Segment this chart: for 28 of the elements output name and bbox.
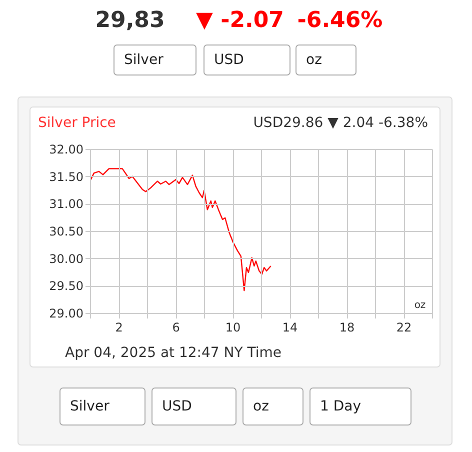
text: oz (253, 398, 269, 414)
x-tick-label: 6 (172, 320, 180, 334)
x-tick-label: 14 (282, 320, 298, 334)
text: Silver (70, 398, 110, 414)
text: oz (306, 52, 322, 68)
x-tick-label: 10 (225, 320, 241, 334)
x-tick-label: 18 (339, 320, 355, 334)
y-tick-label: 32.00 (49, 142, 84, 156)
annotation: oz (414, 300, 426, 311)
y-tick-label: 31.50 (49, 170, 84, 184)
text: USD (162, 398, 192, 414)
line-series (90, 168, 272, 292)
y-tick-label: 30.50 (49, 224, 84, 238)
text: -6.46% (297, 8, 383, 33)
y-tick-label: 31.00 (49, 197, 84, 212)
x-tick-label: 2 (115, 320, 123, 334)
chart-title: Silver Price (38, 115, 116, 131)
chart-subtitle: USD29.86 ▼ 2.04 -6.38% (253, 115, 428, 131)
text: ▼ -2.07 (196, 8, 284, 33)
text: Silver (124, 52, 164, 68)
x-tick-label: 22 (396, 320, 412, 334)
text: Apr 04, 2025 at 12:47 NY Time (65, 345, 282, 361)
y-tick-label: 29.00 (49, 306, 84, 320)
y-tick-label: 30.00 (49, 252, 84, 266)
text: 1 Day (320, 398, 362, 414)
y-tick-label: 29.50 (49, 279, 84, 294)
text: 29,83 (95, 8, 165, 33)
text: USD (214, 52, 244, 68)
